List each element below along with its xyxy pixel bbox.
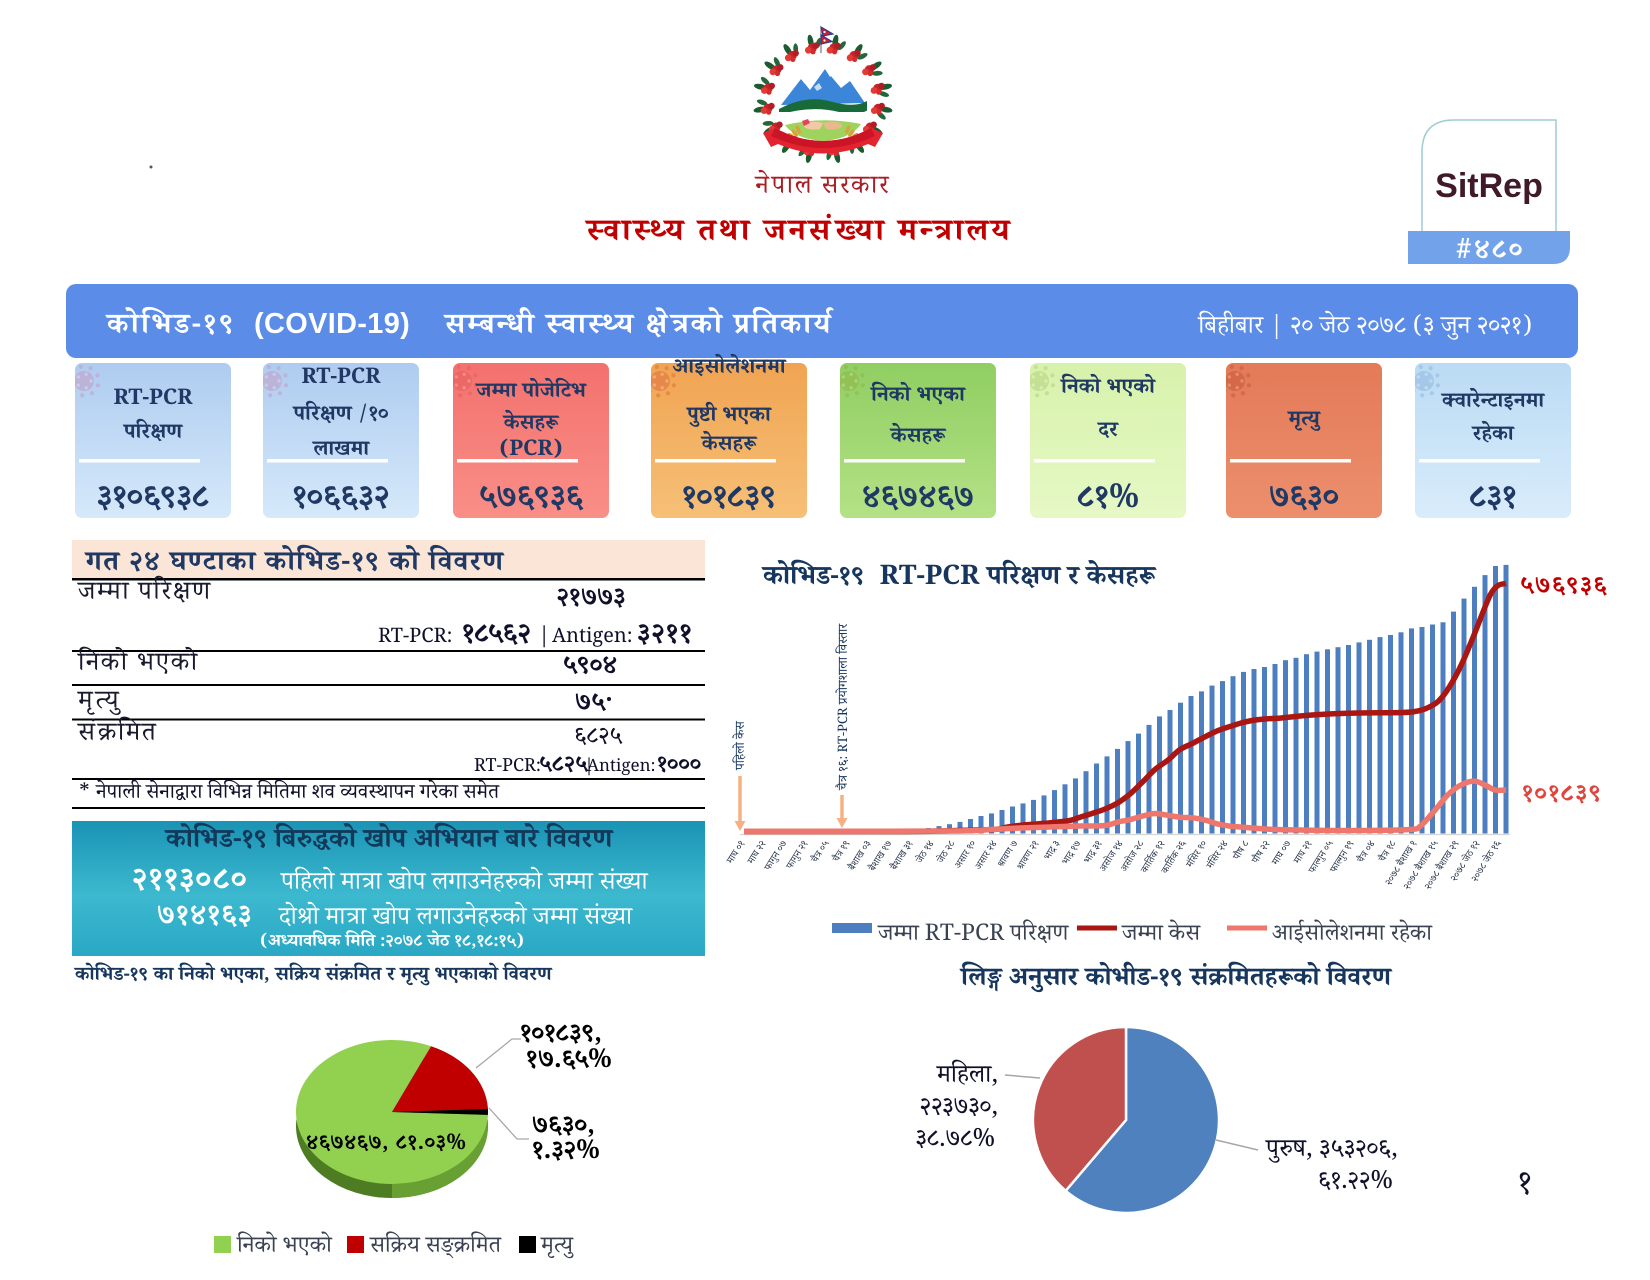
svg-text:SitRep: SitRep bbox=[1435, 167, 1543, 205]
